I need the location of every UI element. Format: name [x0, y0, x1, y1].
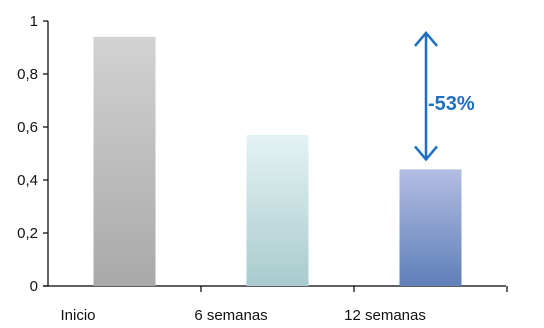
category-labels: Inicio 6 semanas 12 semanas [60, 307, 425, 324]
annotation-label: -53% [428, 93, 475, 115]
bars [93, 36, 462, 287]
annotation-arrowhead-down [414, 145, 438, 162]
y-tick-label: 0 [30, 278, 38, 295]
y-tick-label: 0,2 [17, 225, 38, 242]
category-label: 12 semanas [344, 307, 426, 324]
y-tick-labels: 0 0,2 0,4 0,6 0,8 1 [17, 13, 38, 295]
y-tick-label: 1 [30, 13, 38, 30]
bar-0 [93, 36, 156, 287]
category-label: 6 semanas [194, 307, 267, 324]
bar-1 [246, 134, 309, 286]
annotation: -53% [414, 30, 475, 162]
bar-2 [399, 169, 462, 286]
annotation-arrowhead-up [414, 30, 438, 47]
y-tick-label: 0,8 [17, 66, 38, 83]
y-tick-label: 0,6 [17, 119, 38, 136]
y-tick-label: 0,4 [17, 172, 38, 189]
category-label: Inicio [60, 307, 95, 324]
